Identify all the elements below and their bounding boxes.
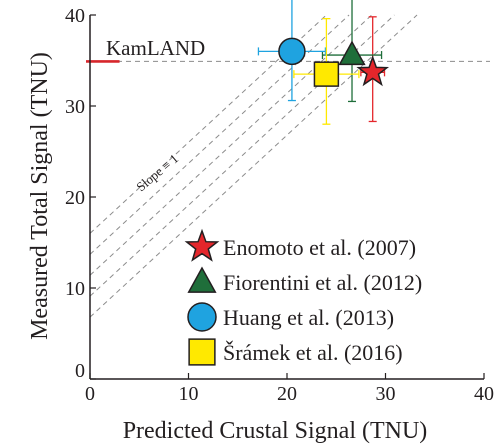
y-tick-label: 40: [65, 5, 85, 27]
x-axis-label: Predicted Crustal Signal (TNU): [123, 418, 428, 444]
data-points: [278, 37, 390, 87]
y-axis-label: Measured Total Signal (TNU): [27, 52, 53, 340]
axes: 0 10 20 30 40 0 10 20 30 40: [65, 5, 494, 405]
data-point-triangle: [338, 40, 366, 66]
legend-marker-triangle: [187, 266, 217, 293]
x-tick-label: 0: [85, 383, 95, 405]
y-tick-label: 30: [65, 96, 85, 118]
legend-label: Enomoto et al. (2007): [223, 235, 416, 260]
kamland-label: KamLAND: [106, 36, 205, 60]
legend: Enomoto et al. (2007) Fiorentini et al. (…: [184, 228, 422, 366]
y-tick-label: 0: [75, 360, 85, 382]
y-tick-label: 10: [65, 278, 85, 300]
x-tick-label: 20: [277, 383, 297, 405]
legend-label: Šrámek et al. (2016): [223, 340, 403, 365]
y-tick-label: 20: [65, 187, 85, 209]
data-point-square: [313, 61, 340, 87]
x-tick-label: 30: [376, 383, 396, 405]
legend-label: Huang et al. (2013): [223, 305, 394, 330]
x-tick-label: 40: [474, 383, 494, 405]
slope-line: [89, 14, 350, 255]
legend-marker-star: [184, 228, 220, 262]
slope-line: [89, 14, 418, 318]
slope-line: [89, 14, 373, 276]
legend-marker-square: [188, 338, 216, 366]
x-tick-label: 10: [179, 383, 199, 405]
slope-annotation: Slope ≡ 1: [133, 151, 181, 195]
legend-marker-circle: [187, 302, 217, 332]
data-point-circle: [278, 37, 306, 66]
legend-label: Fiorentini et al. (2012): [223, 270, 422, 295]
data-point-star: [356, 55, 390, 87]
